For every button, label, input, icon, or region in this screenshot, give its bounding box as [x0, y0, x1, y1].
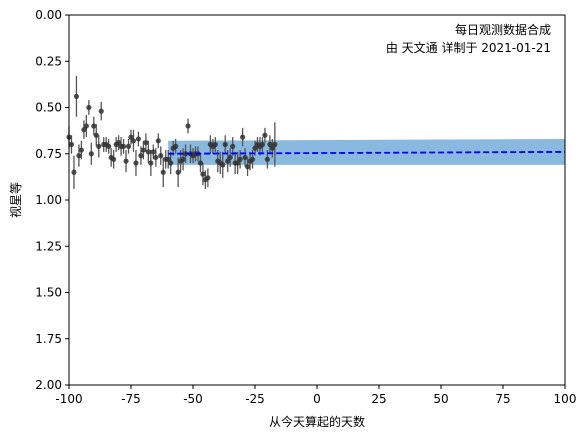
y-tick-label: 2.00 [35, 378, 62, 392]
annotation-line-2: 由 天文通 详制于 2021-01-21 [386, 40, 551, 55]
observation-point [252, 145, 258, 151]
y-tick-label: 0.50 [35, 101, 62, 115]
x-axis-label: 从今天算起的天数 [269, 414, 365, 429]
observation-point [269, 145, 275, 151]
observation-point [205, 175, 211, 181]
observation-point [240, 134, 246, 140]
observation-point [98, 108, 104, 114]
observation-point [222, 141, 228, 148]
observation-point [272, 141, 278, 148]
observation-point [71, 169, 77, 175]
observation-point [116, 140, 122, 146]
observation-point [267, 141, 273, 148]
x-tick-label: 75 [495, 392, 510, 406]
observation-point [237, 156, 243, 162]
observation-point [185, 123, 191, 129]
y-axis-label: 视星等 [8, 182, 23, 218]
observation-point [68, 141, 75, 148]
x-tick-label: 0 [313, 392, 321, 406]
observation-point [175, 169, 181, 175]
observation-points-layer [66, 93, 278, 183]
x-axis-ticks: -100 -75 -50 -25 0 25 50 75 100 [55, 385, 576, 406]
observation-point [235, 160, 241, 166]
observation-point [120, 143, 127, 149]
observation-point [225, 158, 231, 164]
observation-point [83, 123, 89, 129]
y-tick-label: 0.25 [35, 54, 62, 68]
prediction-line [168, 151, 566, 155]
prediction-line-layer [168, 151, 566, 155]
y-tick-label: 1.00 [35, 193, 62, 207]
observation-point [160, 169, 166, 175]
observation-point [133, 160, 139, 166]
observation-point [145, 149, 151, 155]
observation-point [262, 132, 268, 138]
observation-point [158, 153, 164, 159]
x-tick-label: -25 [245, 392, 265, 406]
observation-point [200, 171, 206, 177]
observation-point [140, 147, 146, 153]
y-tick-label: 1.25 [35, 239, 62, 253]
observation-point [123, 158, 129, 164]
observation-point [76, 153, 82, 159]
observation-point [78, 147, 84, 153]
x-tick-label: -75 [121, 392, 141, 406]
x-tick-label: -100 [55, 392, 82, 406]
observation-point [143, 140, 149, 146]
plot-frame [68, 14, 566, 386]
observation-point [88, 151, 94, 157]
observation-point [230, 143, 236, 149]
observation-point [81, 127, 87, 133]
observation-point [125, 143, 132, 149]
y-axis-ticks: 0.00 0.25 0.50 0.75 1.00 1.25 1.50 1.75 2.00 [35, 8, 69, 392]
observation-point [111, 156, 117, 162]
x-tick-label: 100 [554, 392, 577, 406]
observation-point [242, 154, 248, 161]
observation-point [244, 164, 251, 170]
observation-point [73, 93, 80, 99]
observation-point [259, 141, 266, 148]
observation-point [135, 136, 142, 142]
y-tick-label: 0.00 [35, 8, 62, 22]
observation-point [173, 143, 179, 149]
y-tick-label: 0.75 [35, 147, 62, 161]
observation-point [220, 162, 226, 168]
x-tick-label: -50 [183, 392, 203, 406]
observation-point [197, 160, 204, 166]
observation-point [165, 156, 171, 162]
observation-point [168, 160, 174, 166]
y-tick-label: 1.50 [35, 286, 62, 300]
observation-point [249, 156, 256, 162]
errorbar-layer [68, 76, 276, 189]
observation-point [128, 134, 134, 140]
observation-point [212, 141, 218, 148]
observation-point [227, 154, 233, 161]
observation-point [93, 132, 99, 138]
observation-point [130, 138, 137, 144]
observation-point [148, 160, 154, 166]
observation-point [153, 154, 159, 161]
observation-point [180, 156, 186, 162]
x-tick-label: 50 [433, 392, 448, 406]
observation-point [106, 143, 112, 149]
observation-point [264, 156, 270, 162]
observation-point [86, 104, 92, 111]
x-tick-label: 25 [371, 392, 386, 406]
observation-point [182, 151, 189, 157]
observation-point [155, 138, 161, 144]
observation-point [138, 153, 144, 159]
y-tick-label: 1.75 [35, 332, 62, 346]
observation-point [91, 123, 97, 129]
annotation-line-1: 每日观测数据合成 [455, 22, 551, 37]
observation-point [150, 149, 156, 155]
observation-point [96, 143, 102, 149]
